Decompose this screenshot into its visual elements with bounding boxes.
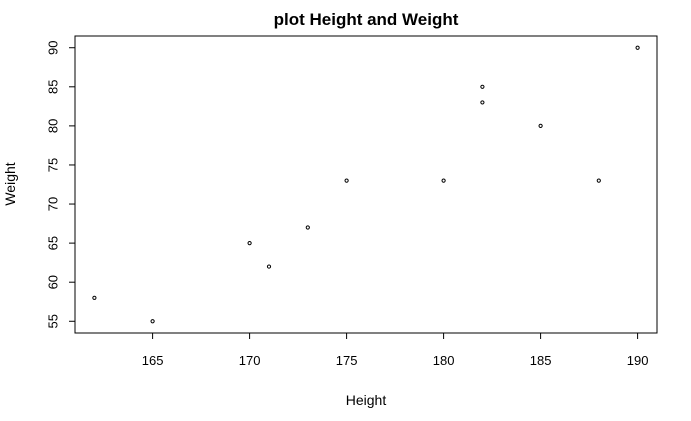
data-point (635, 45, 640, 50)
data-points (92, 45, 640, 324)
data-point (596, 178, 601, 183)
data-point (305, 225, 310, 230)
y-tick-label: 85 (46, 80, 61, 94)
y-tick-label: 70 (46, 197, 61, 211)
plot-frame (74, 35, 658, 334)
x-tick-label: 190 (627, 353, 649, 368)
x-tick-label: 185 (530, 353, 552, 368)
data-point (480, 100, 485, 105)
y-tick-label: 80 (46, 119, 61, 133)
x-tick-label: 180 (433, 353, 455, 368)
chart-title: plot Height and Weight (274, 10, 459, 29)
y-tick-label: 60 (46, 275, 61, 289)
data-point (344, 178, 349, 183)
data-point (92, 295, 97, 300)
y-tick-label: 75 (46, 158, 61, 172)
data-point (247, 241, 252, 246)
y-axis-label: Weight (2, 162, 18, 205)
y-tick-label: 55 (46, 314, 61, 328)
y-axis: 55 60 65 70 75 80 85 90 (46, 40, 76, 329)
x-tick-label: 170 (239, 353, 261, 368)
x-axis-label: Height (346, 392, 387, 408)
y-tick-label: 65 (46, 236, 61, 250)
x-tick-label: 175 (336, 353, 358, 368)
y-tick-label: 90 (46, 40, 61, 54)
data-point (538, 123, 543, 128)
x-axis: 165 170 175 180 185 190 (142, 332, 649, 368)
data-point (266, 264, 272, 269)
data-point (480, 84, 485, 89)
x-tick-label: 165 (142, 353, 164, 368)
data-point (150, 319, 155, 324)
data-point (441, 178, 446, 183)
